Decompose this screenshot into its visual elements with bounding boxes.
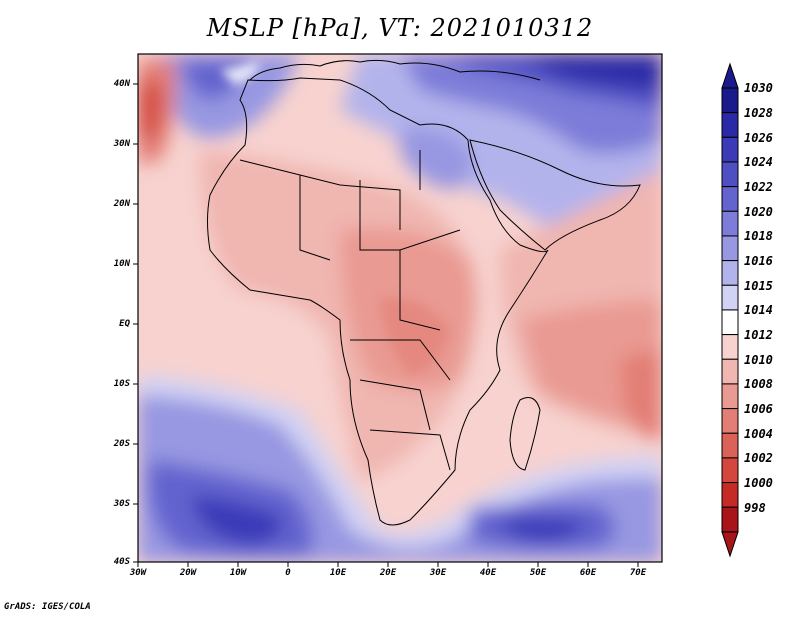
colorbar-cell [721, 457, 739, 484]
colorbar-label: 1018 [744, 229, 773, 244]
lon-label-10w: 10W [229, 568, 247, 578]
colorbar-cell [721, 161, 739, 188]
axis-ticks [133, 83, 639, 567]
lon-label-20e: 20E [379, 568, 397, 578]
colorbar-cell [721, 284, 739, 311]
colorbar-label: 1024 [744, 155, 773, 170]
credit-text: GrADS: IGES/COLA [4, 602, 91, 612]
lat-label-30s: 30S [113, 499, 130, 509]
colorbar-cell [721, 482, 739, 508]
colorbar-label: 1020 [744, 204, 773, 219]
lon-label-0: 0 [285, 568, 291, 578]
colorbar-label: 1016 [744, 254, 773, 268]
lon-label-60e: 60E [579, 568, 597, 578]
colorbar-cell [721, 383, 739, 410]
colorbar-cell [721, 112, 739, 138]
colorbar-label: 1015 [744, 278, 773, 293]
colorbar-label: 1012 [744, 327, 773, 342]
lat-label-40n: 40N [113, 79, 130, 89]
lat-label-10s: 10S [113, 379, 130, 389]
map-title: MSLP [hPa], VT: 2021010312 [206, 14, 594, 42]
colorbar-cell [721, 309, 739, 336]
colorbar-cell [721, 87, 739, 114]
lat-label-20s: 20S [113, 439, 130, 449]
colorbar-cell [721, 334, 739, 360]
colorbar-label: 1010 [744, 352, 773, 367]
lat-label-20n: 20N [113, 199, 130, 209]
lon-label-40e: 40E [479, 568, 497, 578]
colorbar-label: 1008 [744, 377, 773, 392]
map-frame [137, 53, 663, 563]
lon-label-70e: 70E [629, 568, 647, 578]
colorbar-label: 1004 [744, 426, 773, 441]
colorbar-cell [721, 260, 739, 286]
lon-label-50e: 50E [529, 568, 547, 578]
colorbar-label: 1028 [744, 106, 773, 120]
colorbar-cell [721, 235, 739, 262]
lat-label-30n: 30N [113, 139, 130, 149]
lat-label-40s: 40S [113, 557, 130, 567]
colorbar-label: 1006 [744, 401, 773, 416]
colorbar-bottom-arrow [721, 531, 739, 558]
colorbar-label: 1002 [744, 451, 773, 466]
colorbar-cell [721, 136, 739, 163]
colorbar-label: 1000 [744, 475, 773, 490]
colorbar-cell [721, 506, 739, 533]
lon-label-10e: 10E [329, 568, 347, 578]
colorbar-label: 1030 [744, 81, 773, 95]
lat-label-eq: EQ [119, 319, 130, 329]
lon-label-30e: 30E [429, 568, 447, 578]
colorbar-label: 1026 [744, 130, 773, 145]
colorbar-top-arrow [721, 62, 739, 89]
lon-label-20w: 20W [179, 568, 197, 578]
colorbar-label: 1014 [744, 303, 773, 318]
lon-label-30w: 30W [129, 568, 147, 578]
coastline [207, 59, 641, 526]
colorbar-cell [721, 432, 739, 459]
colorbar-cell [721, 358, 739, 385]
colorbar-cell [721, 186, 739, 212]
colorbar-label: 1022 [744, 180, 773, 194]
colorbar-label: 998 [744, 500, 766, 515]
colorbar-cell [721, 210, 739, 237]
colorbar-cell [721, 408, 739, 434]
lat-label-10n: 10N [113, 259, 130, 269]
colorbar [721, 62, 739, 558]
